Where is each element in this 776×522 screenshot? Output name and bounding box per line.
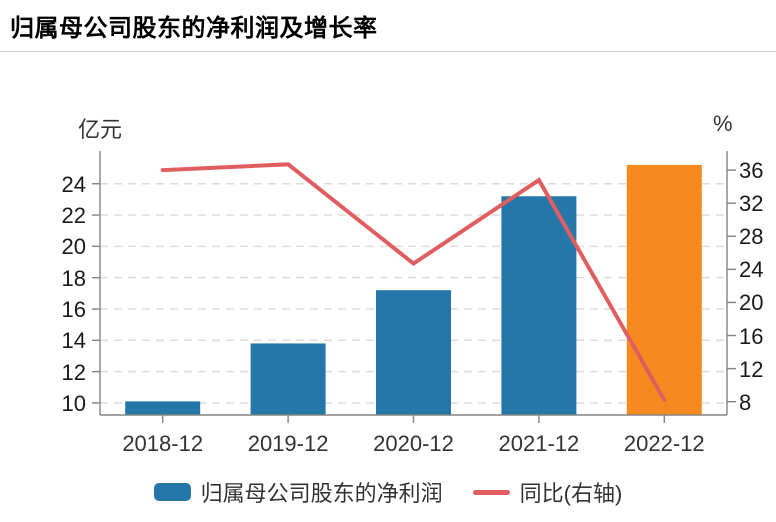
left-axis-tick-label: 10 <box>61 390 86 416</box>
left-axis-tick-label: 16 <box>61 296 86 322</box>
bar-2021-12[interactable] <box>501 196 577 415</box>
right-axis-unit-label: % <box>713 111 733 136</box>
right-axis-tick-label: 8 <box>739 389 752 415</box>
right-axis-tick-label: 12 <box>739 356 764 382</box>
right-axis-tick-label: 20 <box>739 290 764 316</box>
right-axis-tick-label: 16 <box>739 323 764 349</box>
legend-label-net-profit: 归属母公司股东的净利润 <box>200 481 443 506</box>
left-axis-tick-label: 18 <box>61 265 86 291</box>
right-axis-tick-label: 24 <box>739 257 764 283</box>
left-axis-tick-label: 12 <box>61 359 86 385</box>
left-axis-tick-label: 22 <box>61 203 86 229</box>
title-divider <box>0 51 776 52</box>
chart-title: 归属母公司股东的净利润及增长率 <box>10 15 378 42</box>
left-axis-unit-label: 亿元 <box>78 117 123 142</box>
right-axis-tick-label: 28 <box>739 224 764 250</box>
bar-2019-12[interactable] <box>250 343 326 415</box>
bar-2020-12[interactable] <box>376 290 451 415</box>
left-axis-tick-label: 14 <box>61 328 86 354</box>
right-axis-tick-label: 36 <box>739 158 764 184</box>
x-axis-label-2020-12: 2020-12 <box>373 431 454 456</box>
legend-item-net-profit[interactable]: 归属母公司股东的净利润 <box>153 476 443 508</box>
x-axis-label-2019-12: 2019-12 <box>247 431 329 456</box>
x-axis-label-2018-12: 2018-12 <box>122 431 204 456</box>
right-axis-tick-label: 32 <box>739 191 764 217</box>
x-axis-label-2022-12: 2022-12 <box>623 431 705 456</box>
yoy-line-series[interactable] <box>160 162 667 403</box>
bar-series-swatch-icon <box>153 483 191 501</box>
legend-label-yoy: 同比(右轴) <box>519 481 623 506</box>
legend: 归属母公司股东的净利润 同比(右轴) <box>0 477 776 507</box>
line-series-swatch-icon <box>472 489 510 495</box>
legend-item-yoy[interactable]: 同比(右轴) <box>472 476 623 508</box>
left-axis-tick-label: 24 <box>61 171 86 197</box>
bar-2018-12[interactable] <box>125 401 201 415</box>
left-axis-tick-label: 20 <box>61 234 86 260</box>
bar-2022-12[interactable] <box>626 164 702 415</box>
x-axis-label-2021-12: 2021-12 <box>498 431 580 456</box>
